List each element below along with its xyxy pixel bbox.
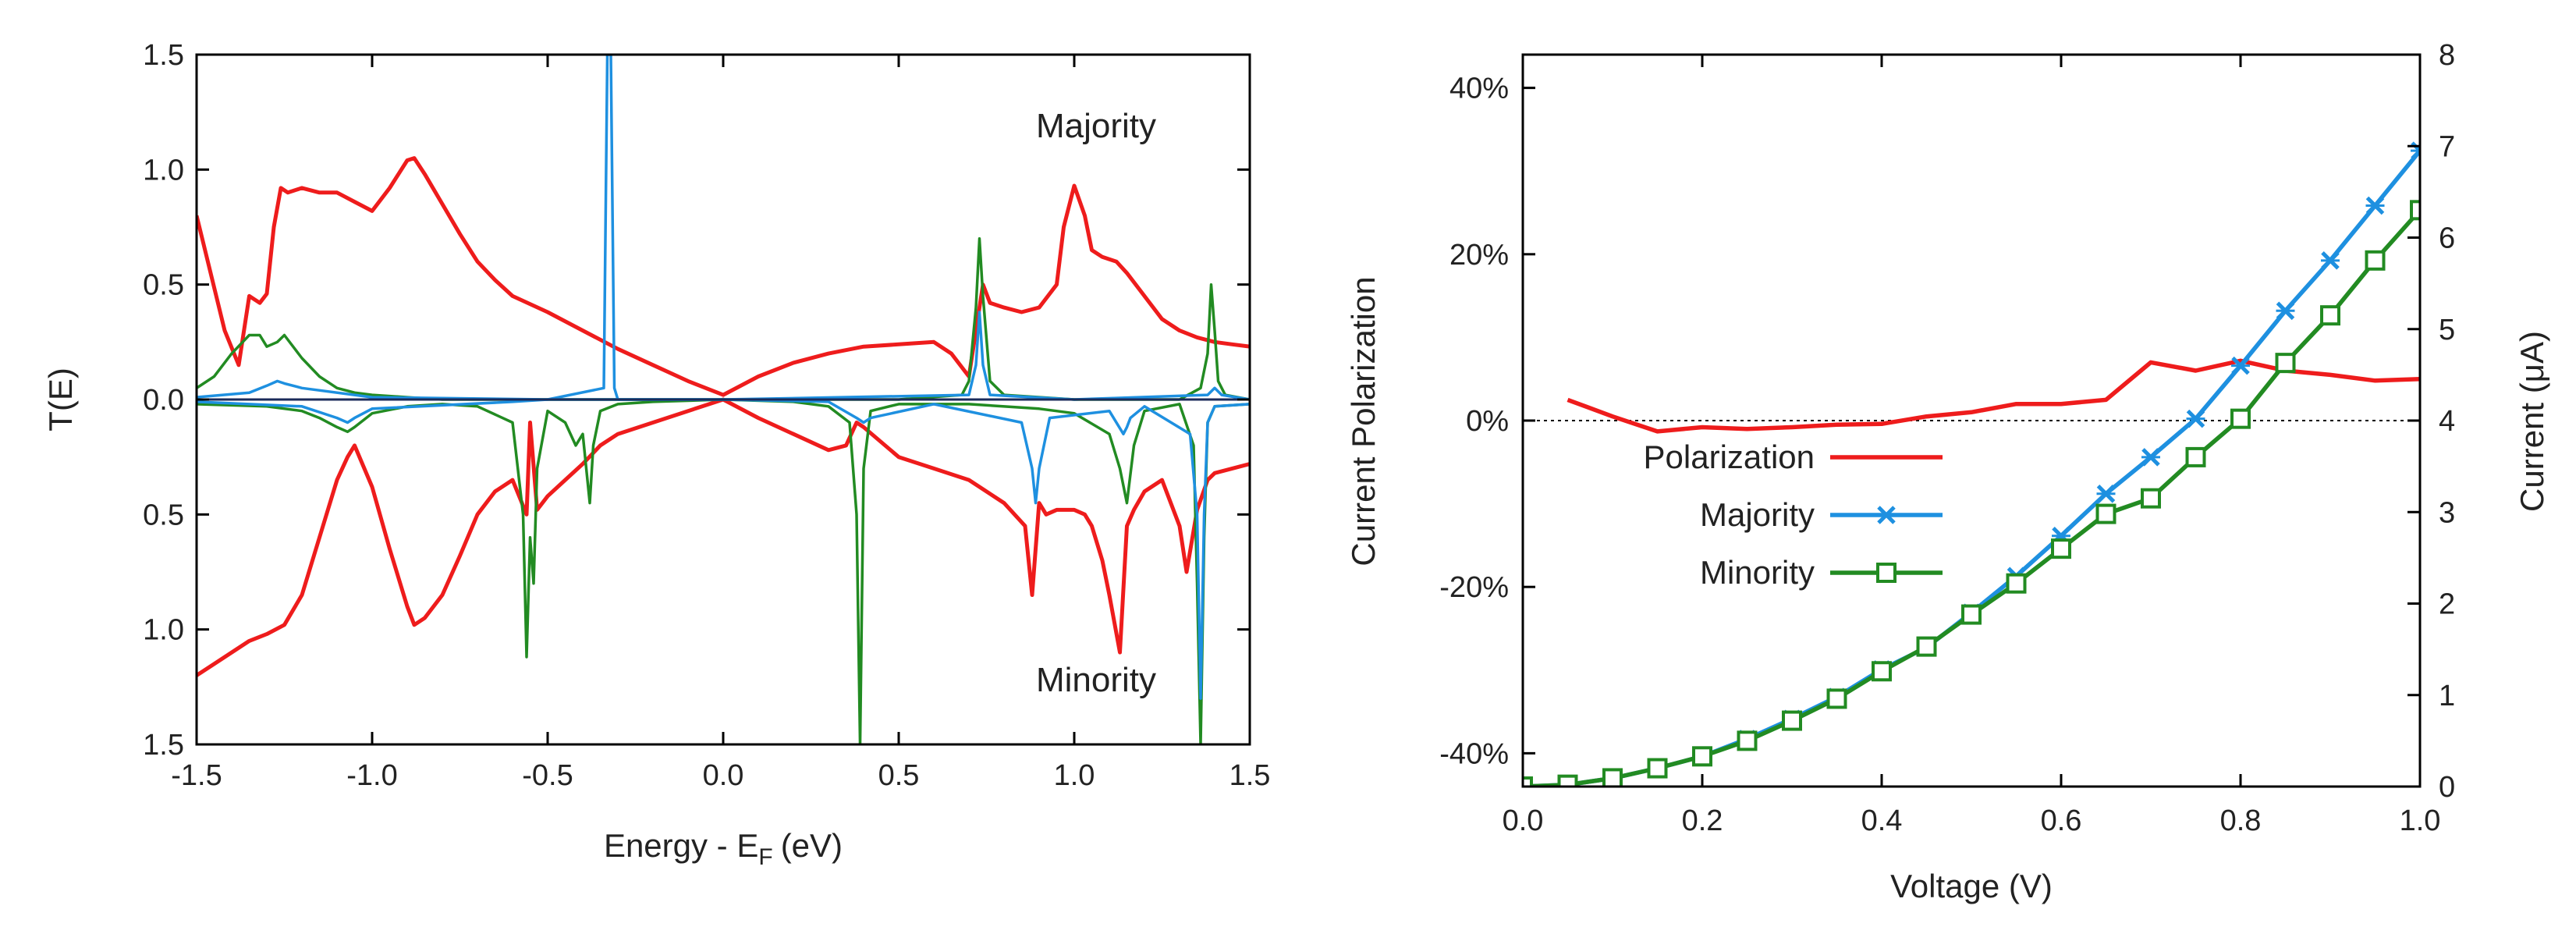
transmission-chart: -1.5 -1.0 -0.5 0.0 0.5 1.0 1.5 1.5 1.0 0.5 0.0 0.5 1… xyxy=(42,39,1270,870)
y-tick-label-right: 3 xyxy=(2439,496,2455,529)
marker-minority xyxy=(1602,768,1623,787)
y-tick-label-left: 40% xyxy=(1449,73,1509,105)
marker-minority xyxy=(1916,636,1937,657)
y-tick-label-left: 0% xyxy=(1466,405,1509,438)
marker-minority xyxy=(2365,250,2386,271)
x-tick-label: 0.0 xyxy=(1503,804,1544,837)
x-tick-label: 0.8 xyxy=(2220,804,2262,837)
series-line-minority xyxy=(1523,208,2420,787)
marker-majority xyxy=(2186,409,2205,428)
x-tick-label: 0.5 xyxy=(878,759,920,792)
y-tick-label-right: 0 xyxy=(2439,771,2455,804)
current-chart: 0.0 0.2 0.4 0.6 0.8 1.0 40% 20% 0% -20% -40% 8 7 6 5 4 3… xyxy=(1345,39,2550,904)
marker-minority xyxy=(2275,353,2296,374)
legend-label-minority: Minority xyxy=(1700,554,1815,591)
x-axis-label-right: Voltage (V) xyxy=(1890,868,2053,904)
marker-majority xyxy=(2321,251,2340,270)
axis-ticks: -1.5 -1.0 -0.5 0.0 0.5 1.0 1.5 1.5 1.0 0.5 0.0 0.5 1… xyxy=(143,39,1270,792)
legend-label-polarization: Polarization xyxy=(1644,439,1815,475)
marker-minority xyxy=(2410,200,2420,221)
legend-marker-majority xyxy=(1877,506,1896,524)
marker-minority xyxy=(1826,688,1847,709)
series-line-red-majority xyxy=(197,156,1250,397)
series-line-blue-minority xyxy=(197,398,1250,700)
y-tick-label-right: 1 xyxy=(2439,680,2455,712)
x-tick-label: 0.0 xyxy=(703,759,744,792)
marker-minority xyxy=(2095,503,2117,524)
x-axis-label: Energy - EF (eV) xyxy=(604,827,843,870)
marker-majority xyxy=(2231,356,2250,375)
x-tick-label: -0.5 xyxy=(522,759,573,792)
marker-minority xyxy=(2230,408,2251,429)
marker-minority xyxy=(1782,710,1802,731)
legend-marker-minority xyxy=(1876,563,1897,583)
y-tick-label: 0.5 xyxy=(143,499,184,531)
marker-minority xyxy=(1647,758,1668,779)
marker-minority xyxy=(2006,573,2027,594)
x-axis-label-unit: (eV) xyxy=(781,827,843,864)
marker-majority xyxy=(2096,485,2116,503)
y-tick-label-right: 4 xyxy=(2439,405,2455,438)
annotation-majority: Majority xyxy=(1036,107,1156,145)
y-tick-label: 1.5 xyxy=(143,729,184,762)
series-line-red-minority xyxy=(197,397,1250,677)
y-tick-label: 1.5 xyxy=(143,39,184,72)
marker-minority xyxy=(2320,305,2340,326)
marker-minority xyxy=(2185,446,2206,467)
y-tick-label-left: -20% xyxy=(1439,571,1509,604)
y-axis-label-right: Current (μA) xyxy=(2514,331,2550,512)
y-tick-label-right: 6 xyxy=(2439,222,2455,255)
marker-majority xyxy=(2365,196,2385,215)
y-axis-label-left: Current Polarization xyxy=(1345,276,1382,566)
x-tick-label: 0.4 xyxy=(1861,804,1903,837)
legend-label-majority: Majority xyxy=(1700,496,1815,533)
y-tick-label: 0.5 xyxy=(143,269,184,302)
x-tick-label: 1.5 xyxy=(1229,759,1271,792)
marker-minority xyxy=(1737,730,1758,751)
marker-majority xyxy=(2276,301,2295,321)
series-line-green-majority xyxy=(197,236,1250,401)
x-tick-label: 1.0 xyxy=(2400,804,2441,837)
current-series-group xyxy=(1523,141,2420,787)
x-tick-label: 1.0 xyxy=(1054,759,1095,792)
marker-minority xyxy=(1557,774,1578,787)
x-axis-label-sub: F xyxy=(758,844,772,870)
annotation-minority: Minority xyxy=(1036,661,1156,699)
y-tick-label: 1.0 xyxy=(143,614,184,647)
marker-minority xyxy=(2051,538,2071,559)
x-tick-label: 0.2 xyxy=(1682,804,1723,837)
marker-minority xyxy=(1692,746,1712,767)
y-tick-label-right: 5 xyxy=(2439,314,2455,346)
y-tick-label-right: 2 xyxy=(2439,588,2455,621)
marker-minority xyxy=(1961,604,1982,625)
legend: Polarization Majority Minority xyxy=(1644,439,1943,591)
y-tick-label-left: 20% xyxy=(1449,239,1509,272)
marker-minority xyxy=(2141,488,2161,509)
y-tick-label: 1.0 xyxy=(143,154,184,186)
y-axis-label: T(E) xyxy=(42,368,79,432)
marker-minority xyxy=(1872,661,1892,682)
x-tick-label: -1.0 xyxy=(346,759,397,792)
axis-ticks-right: 0.0 0.2 0.4 0.6 0.8 1.0 40% 20% 0% -20% -40% 8 7 6 5 4 3… xyxy=(1439,39,2455,837)
y-tick-label: 0.0 xyxy=(143,384,184,417)
y-tick-label-right: 7 xyxy=(2439,130,2455,163)
y-tick-label-right: 8 xyxy=(2439,39,2455,72)
marker-majority xyxy=(2141,448,2160,467)
x-tick-label: 0.6 xyxy=(2041,804,2082,837)
x-tick-label: -1.5 xyxy=(171,759,222,792)
y-tick-label-left: -40% xyxy=(1439,737,1509,770)
marker-minority xyxy=(1523,776,1533,787)
x-axis-label-main: Energy - E xyxy=(604,827,758,864)
